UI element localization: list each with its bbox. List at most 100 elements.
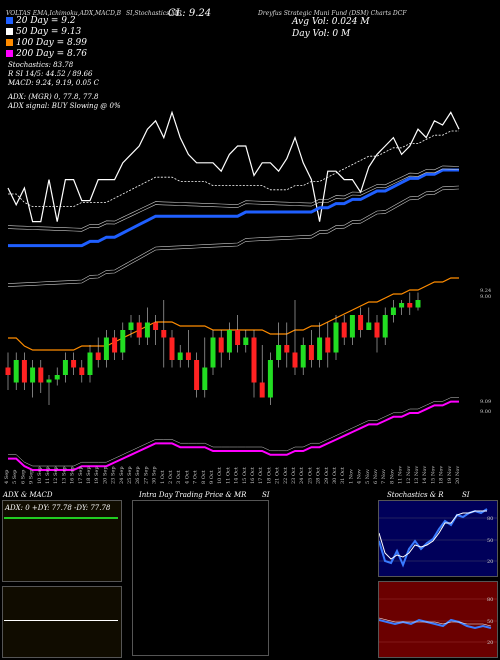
date-label: 18 Oct — [266, 467, 272, 484]
candle-body — [259, 382, 265, 398]
date-label: 25 Sep — [127, 466, 133, 484]
svg-text:20: 20 — [487, 559, 493, 565]
price-label-mid: 9.00 — [480, 294, 491, 300]
date-label: 4 Sep — [4, 470, 10, 484]
svg-text:80: 80 — [487, 597, 493, 603]
candle-body — [21, 360, 27, 383]
date-label: 5 Sep — [12, 470, 18, 484]
macd-panel — [2, 586, 122, 658]
candle-body — [317, 337, 323, 360]
date-label: 6 Sep — [20, 470, 26, 484]
date-label: 18 Nov — [439, 466, 445, 484]
rsi-fast-line — [379, 618, 492, 630]
date-label: 21 Oct — [275, 467, 281, 484]
macd-text: MACD: 9.24, 9.19, 0.05 C — [8, 79, 100, 87]
candle-body — [218, 337, 224, 353]
date-label: 10 Sep — [37, 466, 43, 484]
date-label: 14 Oct — [234, 467, 240, 484]
rsi-text: R SI 14/5: 44.52 / 89.66 — [8, 70, 93, 78]
price-label-top: 9.24 — [480, 288, 491, 294]
cloud-lower-line — [7, 168, 460, 232]
header-stochastics: SI,Stochastics,MR — [126, 10, 182, 17]
date-label: 4 Oct — [184, 470, 190, 484]
date-label: 15 Oct — [242, 467, 248, 484]
adx-signal-text: ADX signal: BUY Slowing @ 0% — [8, 102, 121, 110]
stochastics-panel: 80 50 20 — [378, 500, 498, 577]
intraday-panel — [132, 500, 269, 656]
candle-body — [54, 375, 60, 380]
candle-body — [390, 307, 396, 315]
adx-green-line — [4, 517, 118, 519]
date-label: 4 Nov — [357, 469, 363, 484]
date-label: 20 Sep — [102, 466, 108, 484]
sma200-line — [8, 400, 459, 471]
date-label: 7 Nov — [381, 469, 387, 484]
stoch-d-line — [379, 510, 487, 560]
date-label: 7 Oct — [193, 470, 199, 484]
candle-body — [358, 315, 364, 330]
candle-body — [95, 352, 101, 360]
candle-body — [71, 360, 77, 368]
date-label: 19 Nov — [447, 466, 453, 484]
stoch-si: SI — [462, 491, 470, 499]
macd-zero-line — [4, 620, 118, 621]
date-label: 28 Oct — [316, 467, 322, 484]
rsi-slow-line — [379, 617, 492, 627]
candle-body — [349, 315, 355, 338]
band-upper-line — [7, 185, 460, 284]
date-label: 30 Sep — [152, 466, 158, 484]
adx-panel — [2, 500, 122, 582]
candle-body — [194, 360, 200, 390]
candle-body — [79, 367, 85, 375]
adx-text: ADX: (MGR) 0, 77.8, 77.8 — [8, 93, 99, 101]
date-label: 29 Oct — [324, 467, 330, 484]
legend-swatch — [6, 50, 13, 57]
adx-panel-title: ADX & MACD — [3, 491, 53, 499]
candle-body — [13, 360, 19, 383]
date-label: 16 Oct — [250, 467, 256, 484]
candle-body — [87, 352, 93, 375]
date-label: 11 Sep — [45, 466, 51, 484]
date-label: 1 Nov — [348, 469, 354, 484]
svg-text:50: 50 — [487, 619, 493, 625]
date-label: 17 Oct — [258, 467, 264, 484]
legend-sma100: 100 Day = 8.99 — [6, 38, 87, 48]
candle-body — [177, 352, 183, 360]
date-label: 19 Sep — [94, 466, 100, 484]
adx-values: ADX: 0 +DY: 77.78 -DY: 77.78 — [5, 504, 111, 512]
candle-body — [251, 337, 257, 383]
date-label: 23 Sep — [111, 466, 117, 484]
main-price-chart: 4 Sep 5 Sep 6 Sep 9 Sep 10 Sep 11 Sep 12 Sep 13… — [4, 110, 491, 484]
date-label: 6 Nov — [373, 469, 379, 484]
candle-body — [226, 330, 232, 353]
date-label: 17 Sep — [78, 466, 84, 484]
close-label: CL: 9.24 — [168, 8, 212, 19]
candle-body — [308, 345, 314, 360]
candle-body — [415, 300, 421, 308]
date-label: 16 Sep — [70, 466, 76, 484]
legend-sma50: 50 Day = 9.13 — [6, 27, 81, 37]
candle-body — [366, 322, 372, 330]
company-name: Dreyfus Strategic Muni Fund (DSM) Charts… — [258, 10, 407, 17]
date-label: 10 Oct — [217, 467, 223, 484]
date-label: 8 Nov — [389, 469, 395, 484]
stoch-panel-title: Stochastics & R — [387, 491, 444, 499]
candle-body — [399, 303, 405, 308]
candle-body — [136, 322, 142, 338]
date-label: 3 Oct — [176, 470, 182, 484]
date-label: 13 Sep — [61, 466, 67, 484]
svg-text:80: 80 — [487, 516, 493, 522]
candle-body — [300, 345, 306, 368]
sma200-outline — [8, 397, 459, 467]
intraday-si: SI — [262, 491, 270, 499]
candle-body — [202, 367, 208, 390]
candle-body — [153, 322, 159, 330]
date-label: 1 Oct — [160, 470, 166, 484]
legend-ema20: 20 Day = 9.2 — [6, 16, 76, 26]
date-label: 18 Sep — [86, 466, 92, 484]
candle-body — [112, 337, 118, 353]
date-label: 8 Oct — [201, 470, 207, 484]
candle-body — [169, 337, 175, 360]
svg-text:20: 20 — [487, 640, 493, 646]
candle-body — [46, 379, 52, 383]
